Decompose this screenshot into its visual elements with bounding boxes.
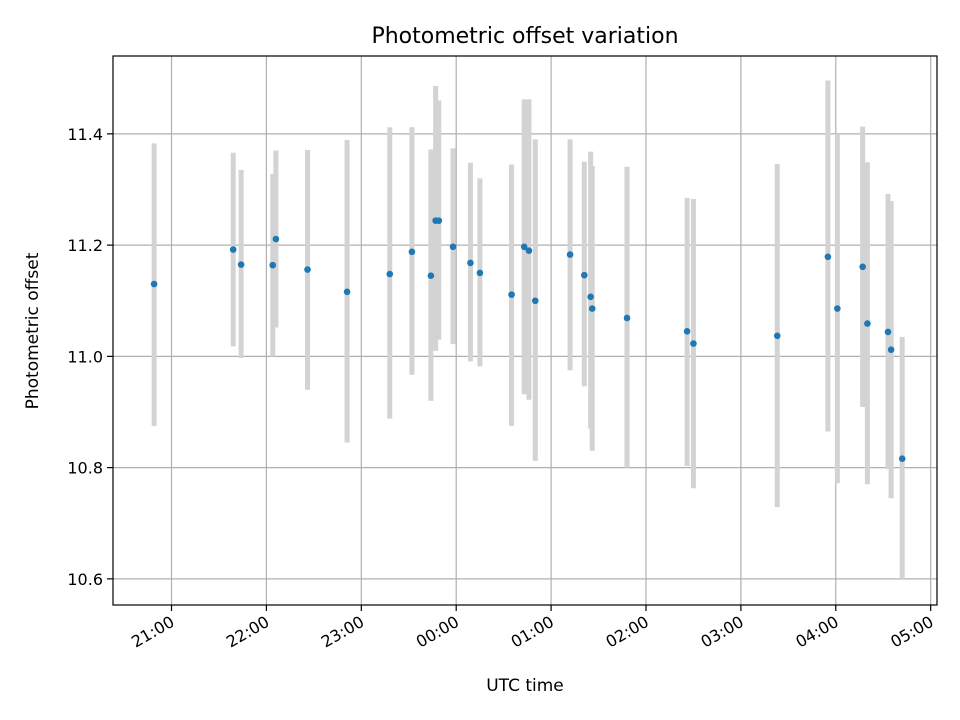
data-point bbox=[237, 261, 245, 268]
data-point bbox=[824, 253, 832, 261]
data-point bbox=[467, 259, 474, 267]
data-point bbox=[304, 266, 311, 273]
data-point bbox=[435, 217, 443, 224]
data-point bbox=[343, 288, 351, 296]
data-point bbox=[272, 235, 280, 243]
x-tick-label: 05:00 bbox=[887, 612, 936, 652]
data-point bbox=[520, 243, 528, 251]
data-point bbox=[587, 293, 594, 301]
data-point bbox=[884, 328, 892, 336]
x-tick-label: 03:00 bbox=[697, 612, 746, 652]
data-point bbox=[386, 270, 394, 278]
y-tick-label: 11.0 bbox=[67, 347, 103, 366]
plot-frame bbox=[112, 55, 938, 606]
data-point bbox=[690, 340, 697, 347]
data-point bbox=[229, 246, 237, 253]
data-point bbox=[449, 243, 457, 251]
data-point bbox=[408, 248, 416, 256]
data-points bbox=[150, 217, 906, 463]
y-tick-label: 11.2 bbox=[67, 236, 103, 255]
x-tick-label: 21:00 bbox=[128, 612, 177, 652]
x-tick-label: 04:00 bbox=[792, 612, 841, 652]
data-point bbox=[773, 332, 781, 340]
chart-title: Photometric offset variation bbox=[371, 24, 678, 49]
data-point bbox=[531, 297, 539, 305]
data-point bbox=[150, 280, 158, 288]
x-tick-label: 00:00 bbox=[413, 612, 462, 652]
data-point bbox=[427, 272, 435, 280]
y-axis-ticks: 10.6 10.8 11.0 11.2 11.4 bbox=[67, 125, 113, 589]
y-tick-label: 11.4 bbox=[67, 125, 103, 144]
y-tick-label: 10.6 bbox=[67, 570, 103, 589]
x-tick-label: 23:00 bbox=[318, 612, 367, 652]
data-point bbox=[898, 455, 906, 463]
x-axis-ticks: 21:00 22:00 23:00 00:00 01:00 02:00 03:00 04:00… bbox=[128, 605, 937, 652]
data-point bbox=[581, 271, 588, 279]
data-point bbox=[588, 305, 596, 312]
data-point bbox=[683, 328, 691, 335]
x-tick-label: 22:00 bbox=[223, 612, 272, 652]
data-point bbox=[859, 263, 866, 271]
data-point bbox=[623, 314, 631, 322]
x-axis-label: UTC time bbox=[486, 676, 564, 696]
data-point bbox=[476, 269, 484, 277]
data-point bbox=[834, 305, 841, 312]
data-point bbox=[508, 291, 515, 298]
data-point bbox=[269, 261, 277, 269]
data-point bbox=[887, 346, 895, 353]
data-point bbox=[566, 251, 574, 258]
y-axis-label: Photometric offset bbox=[23, 252, 43, 409]
data-point bbox=[864, 320, 871, 327]
data-point bbox=[525, 247, 533, 254]
y-tick-label: 10.8 bbox=[67, 459, 103, 478]
x-tick-label: 01:00 bbox=[508, 612, 557, 652]
x-tick-label: 02:00 bbox=[603, 612, 652, 652]
